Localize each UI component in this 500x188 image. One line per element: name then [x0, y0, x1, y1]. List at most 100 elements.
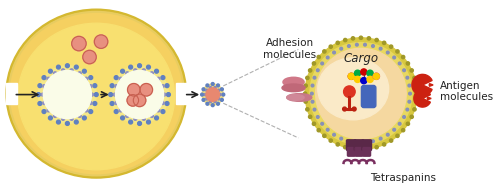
Circle shape	[142, 69, 146, 72]
Circle shape	[214, 100, 216, 103]
Circle shape	[354, 76, 360, 83]
Circle shape	[119, 109, 122, 112]
Circle shape	[322, 134, 326, 137]
Circle shape	[390, 45, 392, 48]
Circle shape	[380, 137, 382, 140]
Ellipse shape	[18, 23, 174, 170]
Wedge shape	[428, 97, 431, 100]
Text: Adhesion
molecules: Adhesion molecules	[263, 38, 316, 60]
Circle shape	[212, 83, 214, 85]
FancyBboxPatch shape	[362, 85, 376, 108]
Wedge shape	[412, 74, 432, 96]
Circle shape	[317, 129, 320, 132]
Circle shape	[89, 102, 92, 105]
Circle shape	[410, 115, 414, 118]
Circle shape	[166, 93, 170, 96]
Circle shape	[78, 72, 81, 75]
Circle shape	[396, 50, 399, 53]
Circle shape	[212, 104, 214, 107]
Circle shape	[165, 84, 169, 88]
Circle shape	[94, 93, 98, 96]
Circle shape	[110, 66, 168, 124]
Circle shape	[54, 72, 56, 75]
Circle shape	[116, 70, 164, 119]
Circle shape	[364, 141, 366, 144]
Circle shape	[78, 114, 81, 117]
Circle shape	[134, 117, 137, 120]
Circle shape	[367, 147, 370, 151]
Circle shape	[138, 121, 141, 125]
Circle shape	[38, 84, 42, 88]
Circle shape	[348, 73, 354, 79]
Circle shape	[406, 62, 410, 65]
Circle shape	[316, 116, 319, 118]
Circle shape	[202, 84, 224, 105]
Circle shape	[206, 88, 220, 101]
Circle shape	[348, 73, 354, 79]
Circle shape	[206, 84, 209, 87]
Polygon shape	[6, 83, 18, 104]
Circle shape	[204, 93, 206, 96]
Circle shape	[56, 120, 60, 124]
Wedge shape	[430, 84, 433, 86]
Circle shape	[321, 62, 324, 65]
Circle shape	[360, 148, 362, 151]
Circle shape	[356, 43, 358, 46]
Circle shape	[114, 76, 118, 80]
Circle shape	[332, 51, 336, 54]
Circle shape	[413, 108, 416, 111]
Circle shape	[126, 72, 129, 75]
Circle shape	[115, 102, 118, 105]
FancyBboxPatch shape	[346, 140, 356, 150]
Circle shape	[128, 83, 140, 96]
Circle shape	[316, 48, 406, 139]
Circle shape	[360, 36, 362, 39]
Circle shape	[83, 50, 96, 64]
Circle shape	[150, 72, 154, 75]
FancyBboxPatch shape	[362, 140, 372, 150]
Polygon shape	[176, 83, 188, 104]
Circle shape	[336, 41, 340, 45]
Circle shape	[138, 64, 141, 68]
FancyBboxPatch shape	[354, 140, 364, 150]
Circle shape	[304, 100, 308, 103]
Circle shape	[373, 73, 380, 79]
Circle shape	[306, 76, 309, 80]
Circle shape	[214, 86, 216, 89]
Circle shape	[202, 88, 205, 91]
Text: Tetraspanins: Tetraspanins	[370, 173, 436, 183]
Circle shape	[206, 89, 208, 92]
Circle shape	[308, 115, 312, 118]
Circle shape	[127, 95, 138, 106]
Circle shape	[72, 36, 86, 51]
Circle shape	[62, 117, 64, 120]
Circle shape	[352, 107, 356, 111]
Circle shape	[66, 64, 70, 68]
Circle shape	[372, 140, 374, 143]
Circle shape	[386, 133, 389, 136]
Circle shape	[373, 73, 380, 79]
Circle shape	[42, 76, 46, 80]
Circle shape	[142, 117, 146, 120]
Circle shape	[344, 38, 347, 42]
Circle shape	[70, 117, 73, 120]
Text: Antigen
molecules: Antigen molecules	[440, 81, 493, 102]
Circle shape	[154, 116, 158, 120]
Circle shape	[42, 93, 44, 96]
Circle shape	[406, 122, 410, 125]
Circle shape	[110, 102, 114, 105]
Circle shape	[367, 37, 370, 40]
Circle shape	[305, 38, 416, 149]
Circle shape	[43, 85, 46, 88]
Circle shape	[150, 114, 154, 117]
Circle shape	[89, 85, 92, 88]
Circle shape	[128, 65, 132, 69]
Circle shape	[414, 100, 418, 103]
Circle shape	[402, 69, 406, 72]
Circle shape	[310, 43, 412, 145]
Circle shape	[410, 69, 414, 72]
Circle shape	[222, 93, 224, 96]
Circle shape	[62, 69, 64, 72]
Circle shape	[326, 128, 329, 131]
Circle shape	[402, 129, 405, 132]
